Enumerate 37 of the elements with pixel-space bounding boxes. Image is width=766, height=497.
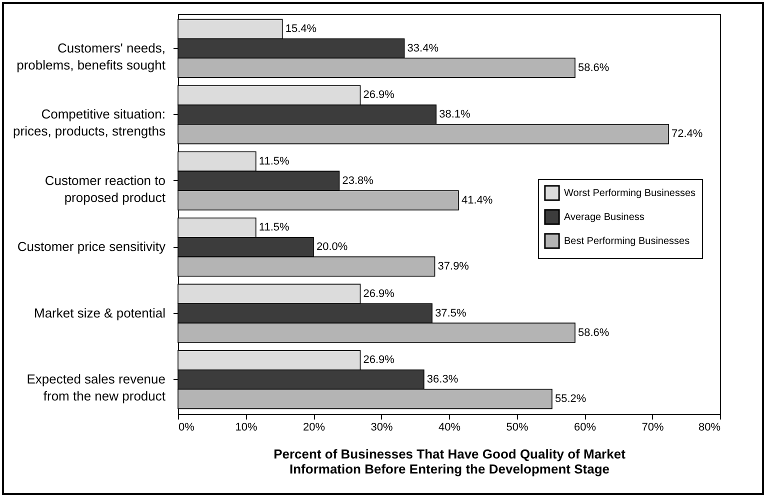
data-label: 41.4% xyxy=(461,194,493,206)
x-tick-label: 20% xyxy=(302,422,326,434)
data-label: 36.3% xyxy=(426,374,458,386)
y-tick-label: Customers' needs, problems, benefits sought xyxy=(16,40,166,72)
x-axis-title: Percent of Businesses That Have Good Quality of Market Information Before Entering the Development Stage xyxy=(274,446,626,476)
data-label: 23.8% xyxy=(342,174,374,187)
data-label: 38.1% xyxy=(439,108,471,121)
data-label: 37.5% xyxy=(435,307,466,320)
y-tick-label: Competitive situation: prices, products, strengths xyxy=(13,106,166,139)
x-tick-label: 40% xyxy=(438,422,461,434)
data-label: 55.2% xyxy=(554,392,586,405)
y-tick-label: Expected sales revenue from the new product xyxy=(26,372,166,404)
data-label: 58.6% xyxy=(578,326,610,339)
data-label: 11.5% xyxy=(258,155,290,168)
legend-label: Average Business xyxy=(564,212,644,223)
y-tick-label: Customer reaction to proposed product xyxy=(44,172,166,205)
data-label: 58.6% xyxy=(578,62,610,74)
y-tick-label: Customer price sensitivity xyxy=(17,239,166,254)
x-tick-label: 50% xyxy=(506,422,528,434)
x-tick-label: 60% xyxy=(574,422,596,434)
x-tick-label: 0% xyxy=(178,422,195,434)
legend-label: Worst Performing Businesses xyxy=(564,188,696,199)
data-label: 26.9% xyxy=(363,354,395,366)
data-label: 26.9% xyxy=(363,89,395,102)
data-label: 72.4% xyxy=(672,128,703,140)
data-label: 11.5% xyxy=(258,222,290,234)
legend-label: Best Performing Businesses xyxy=(564,236,690,247)
x-tick-label: 70% xyxy=(642,422,664,434)
x-tick-label: 80% xyxy=(698,422,721,434)
data-label: 20.0% xyxy=(316,241,348,254)
x-tick-label: 30% xyxy=(370,422,393,434)
data-label: 37.9% xyxy=(438,260,470,273)
data-label: 26.9% xyxy=(363,288,395,300)
y-tick-label: Market size & potential xyxy=(34,305,166,320)
data-label: 15.4% xyxy=(285,23,317,36)
data-label: 33.4% xyxy=(407,42,439,54)
x-tick-label: 10% xyxy=(235,422,258,434)
